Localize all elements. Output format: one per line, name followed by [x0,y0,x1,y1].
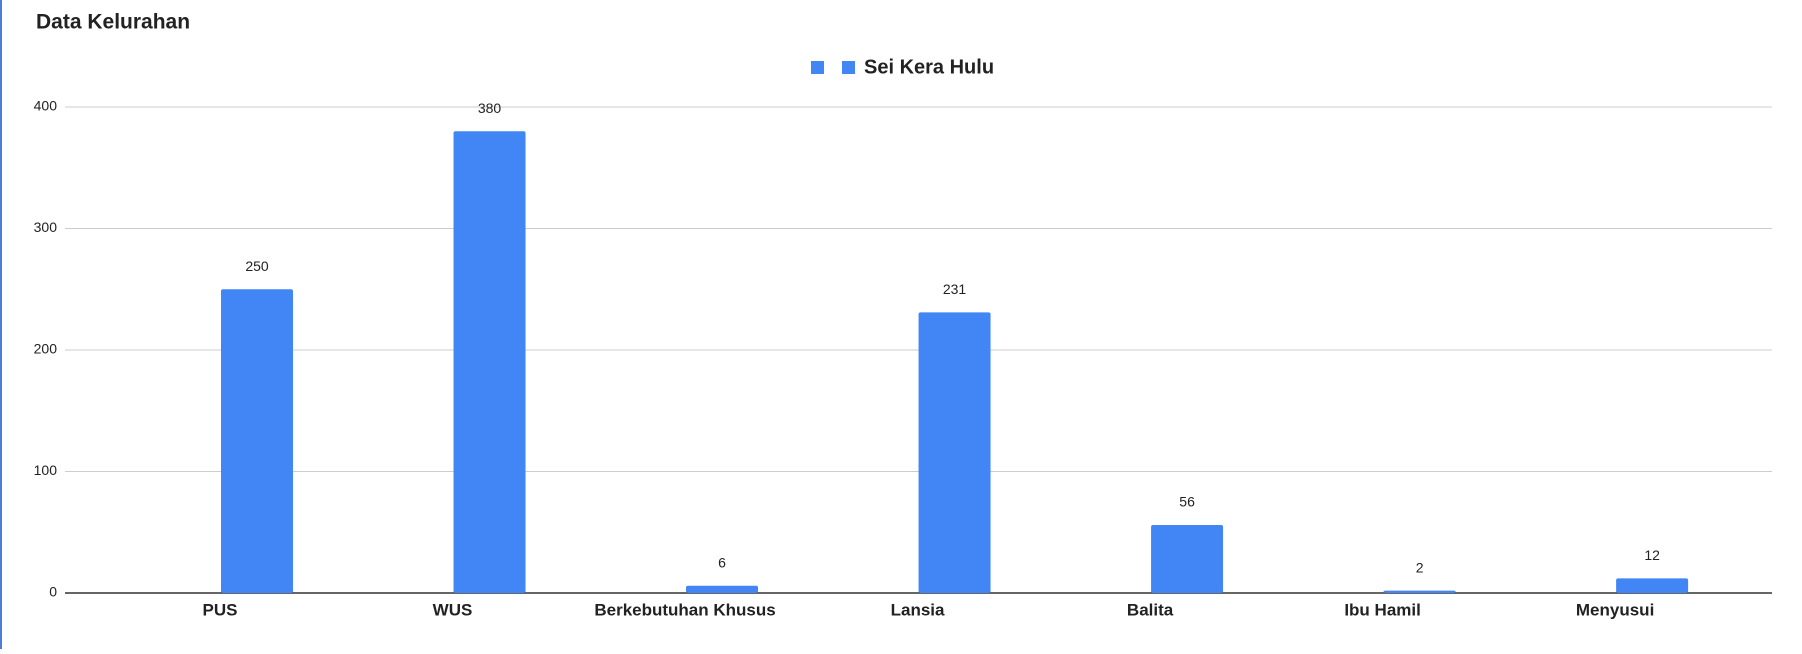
data-label: 250 [245,258,269,274]
legend-label: Sei Kera Hulu [864,56,994,78]
x-tick-label: Berkebutuhan Khusus [594,600,775,619]
bar [1151,524,1224,593]
data-label: 12 [1644,547,1660,563]
x-tick-label: Balita [1127,600,1174,619]
legend-swatch [842,61,855,74]
bar [1383,590,1456,593]
y-tick-label: 200 [34,341,58,357]
data-label: 6 [718,554,726,570]
bar [221,289,293,593]
x-tick-label: Lansia [891,600,945,619]
x-tick-label: WUS [433,600,473,619]
data-label: 56 [1179,494,1195,510]
x-tick-label: Ibu Hamil [1344,600,1421,619]
x-tick-label: PUS [203,600,238,619]
legend-swatch-empty [811,61,824,74]
x-tick-label: Menyusui [1576,600,1654,619]
data-label: 380 [478,100,502,116]
chart-title: Data Kelurahan [36,11,190,34]
y-tick-label: 100 [34,462,58,478]
y-tick-label: 300 [34,219,58,235]
bar [1616,578,1689,593]
bar [918,312,991,593]
bar [453,131,526,594]
data-label: 2 [1416,559,1424,575]
y-tick-label: 0 [49,584,57,600]
y-tick-label: 400 [34,98,58,114]
data-label: 231 [943,281,967,297]
bar [686,585,759,593]
